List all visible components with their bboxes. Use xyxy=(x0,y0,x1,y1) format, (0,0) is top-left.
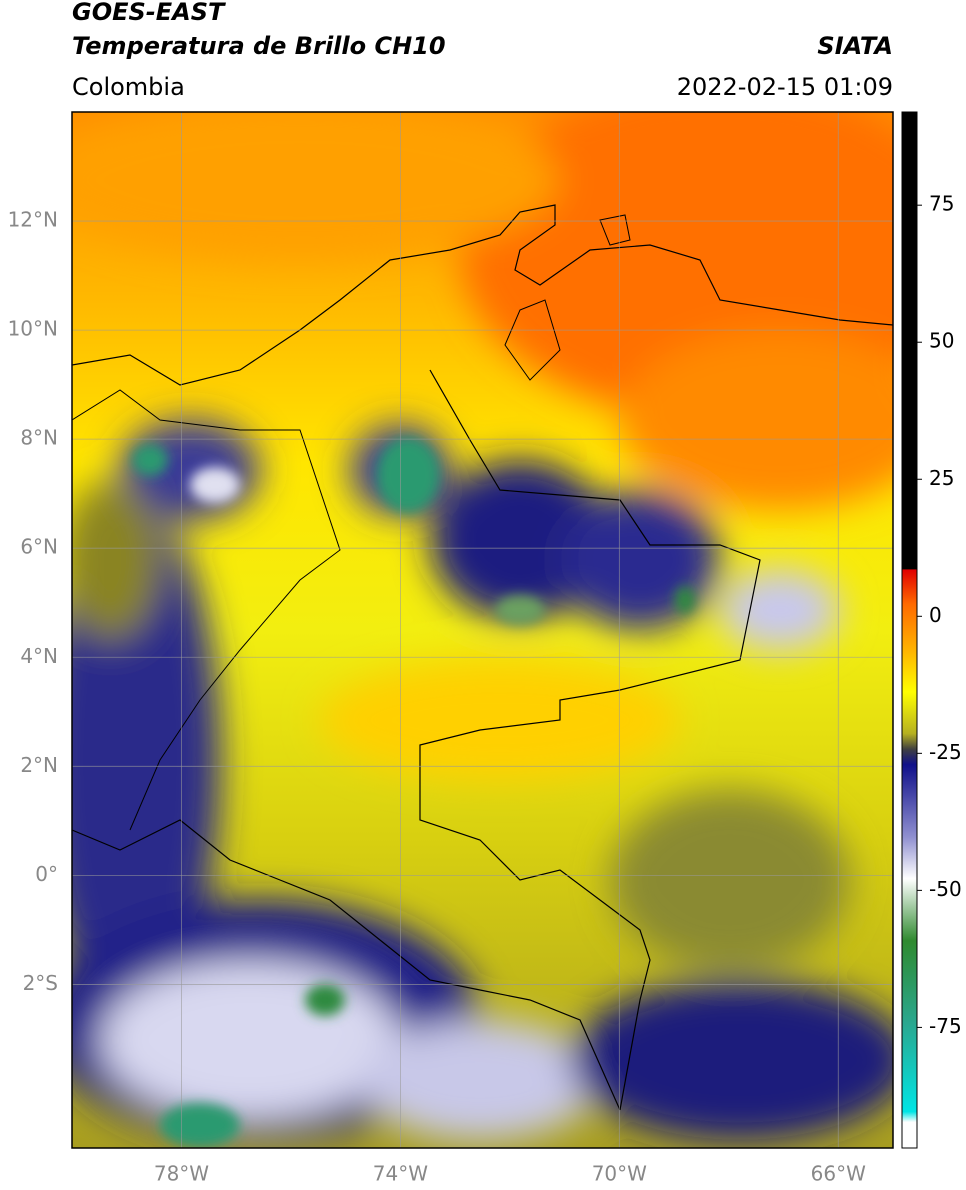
lat-tick-label: 8°N xyxy=(20,426,58,450)
colorbar-tick-label: 75 xyxy=(929,192,954,216)
lon-tick-label: 70°W xyxy=(592,1162,647,1186)
colorbar-tick-label: -25 xyxy=(929,740,962,764)
colorbar-tick-label: -75 xyxy=(929,1014,962,1038)
lon-tick-label: 66°W xyxy=(811,1162,866,1186)
lon-tick-label: 78°W xyxy=(154,1162,209,1186)
colorbar xyxy=(901,111,918,1149)
lon-tick-label: 74°W xyxy=(373,1162,428,1186)
lat-tick-label: 0° xyxy=(35,862,58,886)
colorbar-tick-label: 25 xyxy=(929,466,954,490)
colorbar-tick-label: 50 xyxy=(929,329,954,353)
colorbar-tick-label: 0 xyxy=(929,603,942,627)
lat-tick-label: 2°S xyxy=(23,971,58,995)
lat-tick-label: 6°N xyxy=(20,535,58,559)
lat-tick-label: 10°N xyxy=(8,317,58,341)
datetime: 2022-02-15 01:09 xyxy=(677,73,893,101)
source: SIATA xyxy=(817,32,893,60)
subtitle: Temperatura de Brillo CH10 xyxy=(72,32,446,60)
map-frame xyxy=(71,111,894,1149)
colorbar-tick-label: -50 xyxy=(929,877,962,901)
title: GOES-EAST xyxy=(72,0,226,26)
region: Colombia xyxy=(72,73,185,101)
lat-tick-label: 2°N xyxy=(20,753,58,777)
lat-tick-label: 4°N xyxy=(20,644,58,668)
satellite-image xyxy=(72,112,893,1148)
lat-tick-label: 12°N xyxy=(8,208,58,232)
